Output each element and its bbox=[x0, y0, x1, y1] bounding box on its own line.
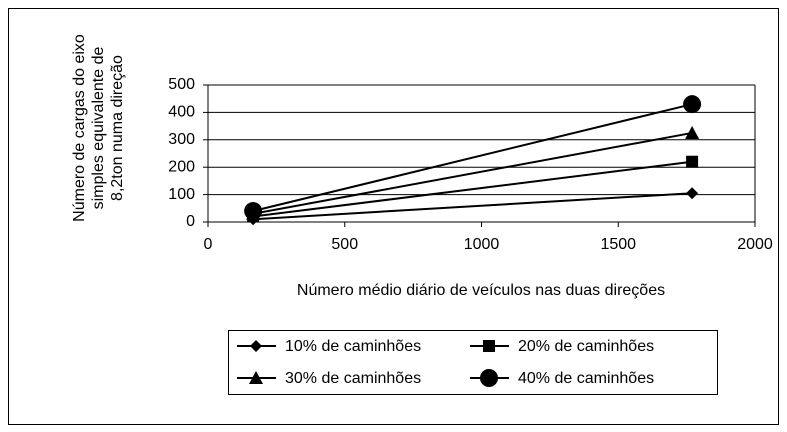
y-tick-label: 400 bbox=[168, 104, 195, 121]
y-tick-label: 0 bbox=[186, 213, 195, 230]
marker bbox=[685, 125, 700, 139]
legend-label: 30% de caminhões bbox=[285, 370, 421, 387]
y-tick-label: 500 bbox=[168, 76, 195, 93]
marker bbox=[244, 202, 263, 221]
x-tick-label: 1500 bbox=[600, 236, 636, 253]
legend-marker bbox=[250, 340, 262, 352]
y-axis-title-line: 8,2ton numa direção bbox=[109, 55, 126, 201]
y-axis-title-line: Número de cargas do eixo bbox=[71, 34, 88, 222]
legend bbox=[228, 330, 718, 395]
legend-label: 20% de caminhões bbox=[518, 338, 654, 355]
marker bbox=[686, 155, 699, 168]
y-tick-label: 200 bbox=[168, 158, 195, 175]
x-tick-label: 0 bbox=[204, 236, 213, 253]
x-tick-label: 1000 bbox=[464, 236, 500, 253]
series-line bbox=[253, 160, 693, 218]
legend-label: 40% de caminhões bbox=[518, 370, 654, 387]
x-tick-label: 500 bbox=[331, 236, 358, 253]
x-axis-title: Número médio diário de veículos nas duas… bbox=[297, 282, 665, 299]
series-line bbox=[252, 131, 693, 215]
y-tick-label: 300 bbox=[168, 131, 195, 148]
legend-label: 10% de caminhões bbox=[285, 338, 421, 355]
series-line bbox=[252, 103, 693, 213]
legend-marker bbox=[249, 371, 263, 384]
marker bbox=[686, 187, 699, 200]
series-line bbox=[253, 192, 693, 221]
y-tick-label: 100 bbox=[168, 186, 195, 203]
y-axis-title-line: simples equivalente de bbox=[90, 47, 107, 210]
marker bbox=[683, 95, 702, 114]
legend-marker bbox=[483, 340, 495, 352]
x-tick-label: 2000 bbox=[737, 236, 773, 253]
legend-marker bbox=[480, 369, 498, 387]
y-axis-title: Número de cargas do eixo simples equival… bbox=[71, 34, 126, 222]
